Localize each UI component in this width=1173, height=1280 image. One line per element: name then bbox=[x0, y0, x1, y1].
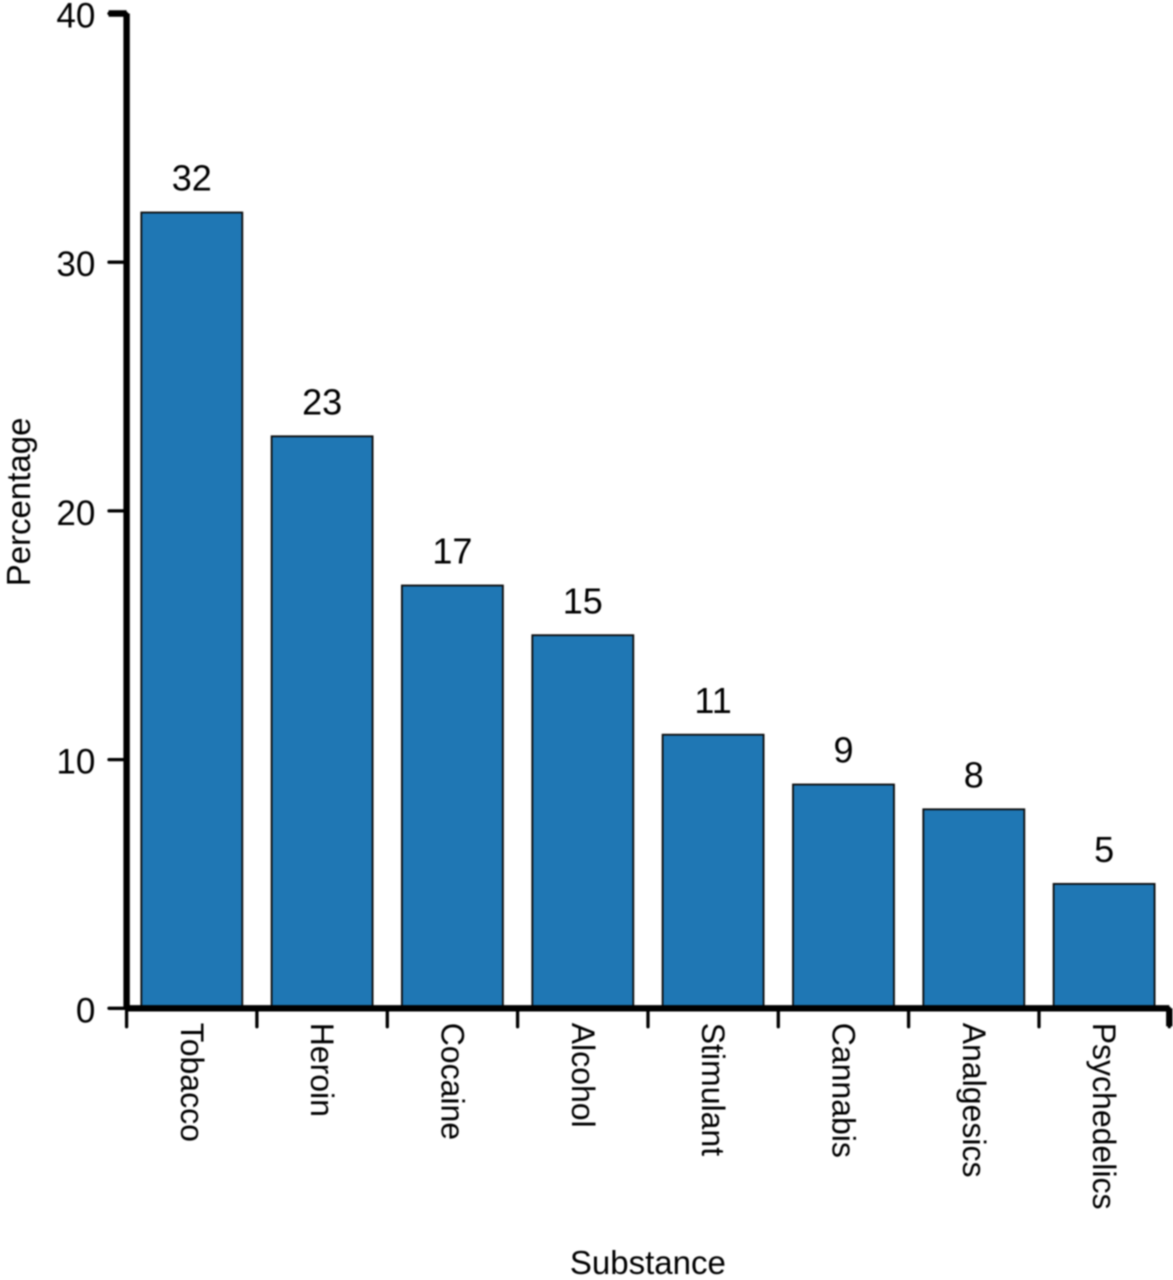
svg-text:8: 8 bbox=[964, 755, 984, 796]
svg-text:23: 23 bbox=[302, 382, 342, 423]
svg-text:30: 30 bbox=[56, 245, 95, 284]
svg-text:Cannabis: Cannabis bbox=[826, 1023, 862, 1158]
svg-text:Percentage: Percentage bbox=[0, 418, 37, 587]
svg-text:Stimulant: Stimulant bbox=[695, 1023, 731, 1156]
svg-text:Tobacco: Tobacco bbox=[174, 1023, 210, 1142]
svg-text:Substance: Substance bbox=[570, 1244, 726, 1280]
svg-text:5: 5 bbox=[1094, 829, 1114, 870]
svg-text:10: 10 bbox=[56, 743, 95, 782]
svg-text:Psychedelics: Psychedelics bbox=[1086, 1023, 1122, 1210]
svg-text:32: 32 bbox=[172, 158, 212, 199]
svg-text:17: 17 bbox=[432, 531, 472, 572]
svg-text:9: 9 bbox=[833, 730, 853, 771]
svg-text:Cocaine: Cocaine bbox=[434, 1023, 470, 1140]
svg-text:11: 11 bbox=[694, 680, 731, 721]
svg-text:Analgesics: Analgesics bbox=[956, 1023, 992, 1178]
svg-text:Heroin: Heroin bbox=[304, 1023, 340, 1117]
svg-text:20: 20 bbox=[56, 494, 95, 533]
svg-text:Alcohol: Alcohol bbox=[565, 1023, 601, 1128]
svg-text:0: 0 bbox=[76, 991, 95, 1030]
svg-text:40: 40 bbox=[56, 0, 95, 36]
svg-text:15: 15 bbox=[563, 581, 603, 622]
